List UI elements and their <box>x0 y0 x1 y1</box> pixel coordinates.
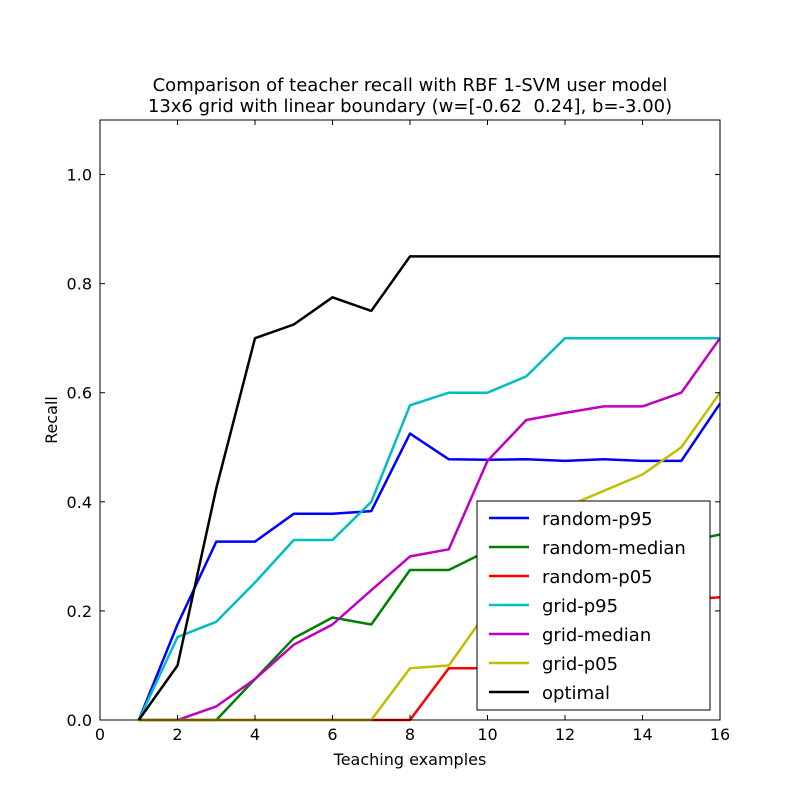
x-tick-label: 2 <box>172 725 182 744</box>
x-tick-label: 16 <box>710 725 730 744</box>
legend-label: random-p95 <box>542 509 653 530</box>
y-tick-label: 0.6 <box>67 384 92 403</box>
x-tick-label: 12 <box>555 725 575 744</box>
legend-label: grid-median <box>542 625 651 646</box>
x-tick-label: 8 <box>405 725 415 744</box>
series-line-optimal <box>137 255 720 721</box>
legend-label: grid-p05 <box>542 654 618 675</box>
y-tick-label: 0.8 <box>67 275 92 294</box>
series-line-grid-median <box>138 337 722 722</box>
legend-label: optimal <box>542 683 610 704</box>
x-tick-label: 14 <box>632 725 652 744</box>
x-tick-label: 10 <box>477 725 497 744</box>
y-tick-label: 0.4 <box>67 493 92 512</box>
y-tick-label: 1.0 <box>67 166 92 185</box>
x-axis-label: Teaching examples <box>333 750 487 769</box>
x-tick-label: 6 <box>327 725 337 744</box>
legend: random-p95 random-median random-p05 grid-p9… <box>476 500 711 711</box>
plot-area: 0 2 4 6 8 10 12 14 16 0.0 0.2 0.4 0.6 0.8 1.0 <box>67 119 730 744</box>
chart-subtitle: 13x6 grid with linear boundary (w=[-0.62… <box>148 96 672 117</box>
y-axis-label: Recall <box>42 396 61 444</box>
legend-label: random-p05 <box>542 567 653 588</box>
x-tick-label: 0 <box>95 725 105 744</box>
y-tick-label: 0.2 <box>67 602 92 621</box>
legend-label: grid-p95 <box>542 596 618 617</box>
y-tick-label: 0.0 <box>67 711 92 730</box>
series-line-random-p95 <box>137 402 722 721</box>
series-line-grid-p95 <box>137 336 720 721</box>
x-tick-label: 4 <box>250 725 260 744</box>
legend-label: random-median <box>542 538 686 559</box>
chart-title: Comparison of teacher recall with RBF 1-… <box>153 75 668 96</box>
